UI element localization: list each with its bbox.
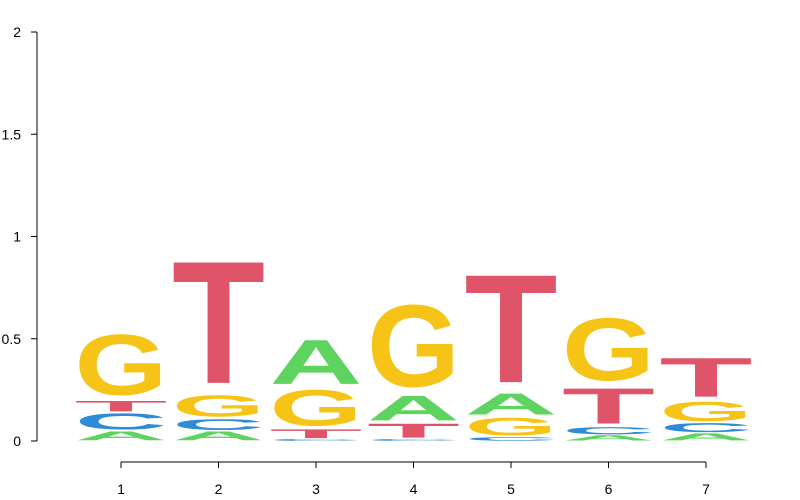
logo-letter-G: G [465,413,558,441]
logo-letter-T: T [465,242,558,415]
x-axis-ticks: 1 2 3 4 5 6 7 [117,462,710,497]
logo-letter-T: T [270,427,363,441]
x-tick-label: 6 [605,481,613,497]
y-tick-label: 1.5 [2,126,22,142]
y-tick-label: 0.5 [2,331,22,347]
logo-letter-C: C [270,439,363,442]
x-tick-label: 3 [312,481,320,497]
logo-letter-C: C [172,416,265,433]
logo-letter-G: G [562,301,655,400]
logo-letter-C: C [660,421,753,435]
logo-letter-A: A [465,387,558,421]
logo-letter-A: A [562,434,655,443]
x-tick-label: 4 [410,481,418,497]
logo-letter-A: A [270,326,363,397]
logo-letter-A: A [75,429,168,443]
logo-letter-A: A [172,429,265,443]
logo-letter-C: C [562,425,655,436]
y-axis-ticks: 0 0.5 1 1.5 2 [2,24,37,449]
logo-letter-C: C [367,439,460,442]
logo-letter-T: T [75,398,168,415]
logo-letter-G: G [75,318,168,414]
logo-letter-A: A [367,388,460,428]
logo-letter-G: G [270,380,363,436]
y-tick-label: 0 [13,433,21,449]
logo-letter-C: C [465,436,558,442]
x-tick-label: 2 [215,481,223,497]
logo-letter-G: G [367,282,460,412]
y-tick-label: 2 [13,24,21,40]
logo-letter-G: G [172,389,265,423]
logo-letter-T: T [562,378,655,435]
x-axis: 1 2 3 4 5 6 7 [117,461,710,497]
logo-letter-T: T [172,225,265,420]
y-tick-label: 1 [13,229,21,245]
logo-letter-A: A [659,431,752,442]
y-axis: 0 0.5 1 1.5 2 [2,24,38,449]
x-tick-label: 5 [507,481,515,497]
logo-letter-T: T [367,420,460,443]
logo-letter-G: G [660,396,753,427]
x-tick-label: 1 [117,481,125,497]
logo-letter-C: C [75,409,168,435]
logo-letter-T: T [660,346,753,408]
x-tick-label: 7 [702,481,710,497]
